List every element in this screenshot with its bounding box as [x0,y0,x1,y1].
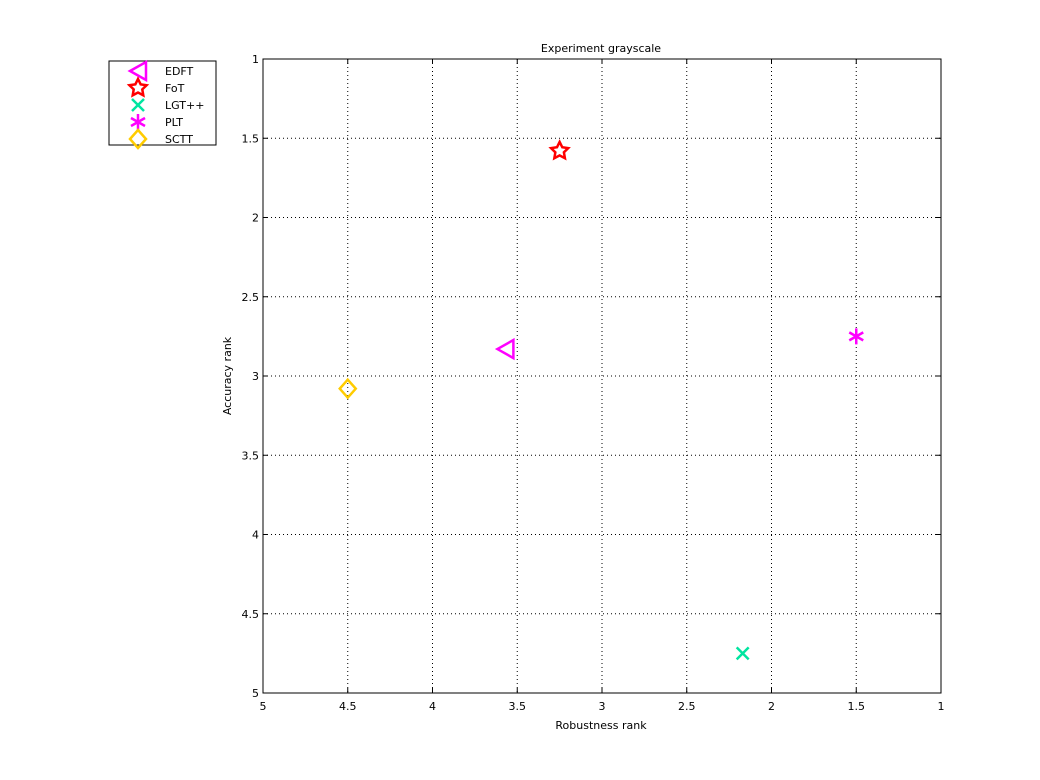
legend-label-plt: PLT [165,116,183,129]
data-point-fot [548,139,571,161]
legend-marker-plt [130,114,146,130]
x-axis-title: Robustness rank [555,719,647,732]
legend-label-lgt: LGT++ [165,99,204,112]
x-tick-label: 5 [260,700,267,713]
grid [263,59,941,693]
legend-marker-lgt [131,98,145,112]
x-tick-label: 4.5 [339,700,357,713]
legend-label-edft: EDFT [165,65,194,78]
chart-title: Experiment grayscale [541,42,661,55]
y-tick-label: 2.5 [242,291,260,304]
legend-label-sctt: SCTT [165,133,193,146]
legend-marker-fot [126,76,150,98]
data-point-lgt [735,646,750,661]
y-tick-label: 3.5 [242,449,260,462]
x-axis-ticks: 5 4.5 4 3.5 3 2.5 2 1.5 1 [260,59,945,713]
x-tick-label: 1 [938,700,945,713]
x-tick-label: 2.5 [678,700,696,713]
legend: EDFT FoT LGT++ PLT SCTT [108,59,217,150]
y-axis-title: Accuracy rank [221,336,234,415]
data-point-edft [494,337,515,361]
x-tick-label: 2 [768,700,775,713]
data-point-plt [848,328,864,345]
x-tick-label: 1.5 [848,700,866,713]
y-tick-label: 5 [252,687,259,700]
y-tick-label: 2 [252,212,259,225]
x-tick-label: 3 [599,700,606,713]
y-axis-ticks: 1 1.5 2 2.5 3 3.5 4 4.5 5 [242,53,941,700]
y-tick-label: 4.5 [242,608,260,621]
x-tick-label: 4 [429,700,436,713]
legend-marker-sctt [128,128,148,150]
y-tick-label: 1 [252,53,259,66]
data-points [338,139,864,661]
x-tick-label: 3.5 [509,700,527,713]
y-tick-label: 3 [252,370,259,383]
y-tick-label: 1.5 [242,132,260,145]
legend-label-fot: FoT [165,82,185,95]
data-point-sctt [338,377,358,400]
legend-box [108,60,217,146]
legend-marker-edft [127,59,148,83]
y-tick-label: 4 [252,529,259,542]
